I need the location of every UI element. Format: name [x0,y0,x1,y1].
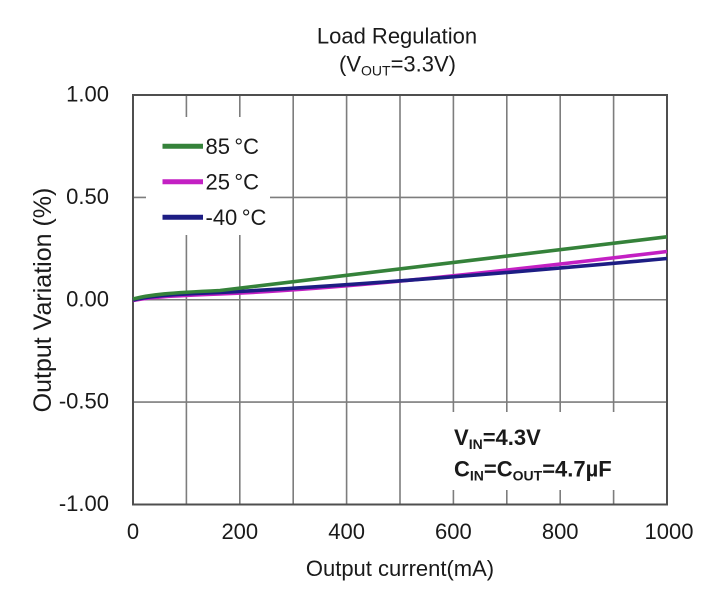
svg-text:Load Regulation: Load Regulation [317,24,477,49]
svg-text:0: 0 [127,519,139,544]
svg-text:0.00: 0.00 [66,286,109,311]
svg-text:600: 600 [435,519,472,544]
svg-text:800: 800 [542,519,579,544]
svg-text:1000: 1000 [645,519,694,544]
svg-text:1.00: 1.00 [66,82,109,107]
svg-text:0.50: 0.50 [66,184,109,209]
svg-text:-0.50: -0.50 [59,389,109,414]
svg-text:200: 200 [221,519,258,544]
svg-text:-40 °C: -40 °C [206,205,267,230]
svg-text:Output current(mA): Output current(mA) [306,556,494,581]
svg-text:Output Variation (%): Output Variation (%) [29,188,57,413]
svg-text:(VOUT=3.3V): (VOUT=3.3V) [339,52,456,79]
svg-text:CIN=COUT=4.7µF: CIN=COUT=4.7µF [454,457,612,484]
svg-text:85 °C: 85 °C [206,134,260,159]
svg-text:VIN=4.3V: VIN=4.3V [454,425,541,452]
svg-text:-1.00: -1.00 [59,491,109,516]
svg-text:400: 400 [328,519,365,544]
svg-text:25 °C: 25 °C [206,169,260,194]
